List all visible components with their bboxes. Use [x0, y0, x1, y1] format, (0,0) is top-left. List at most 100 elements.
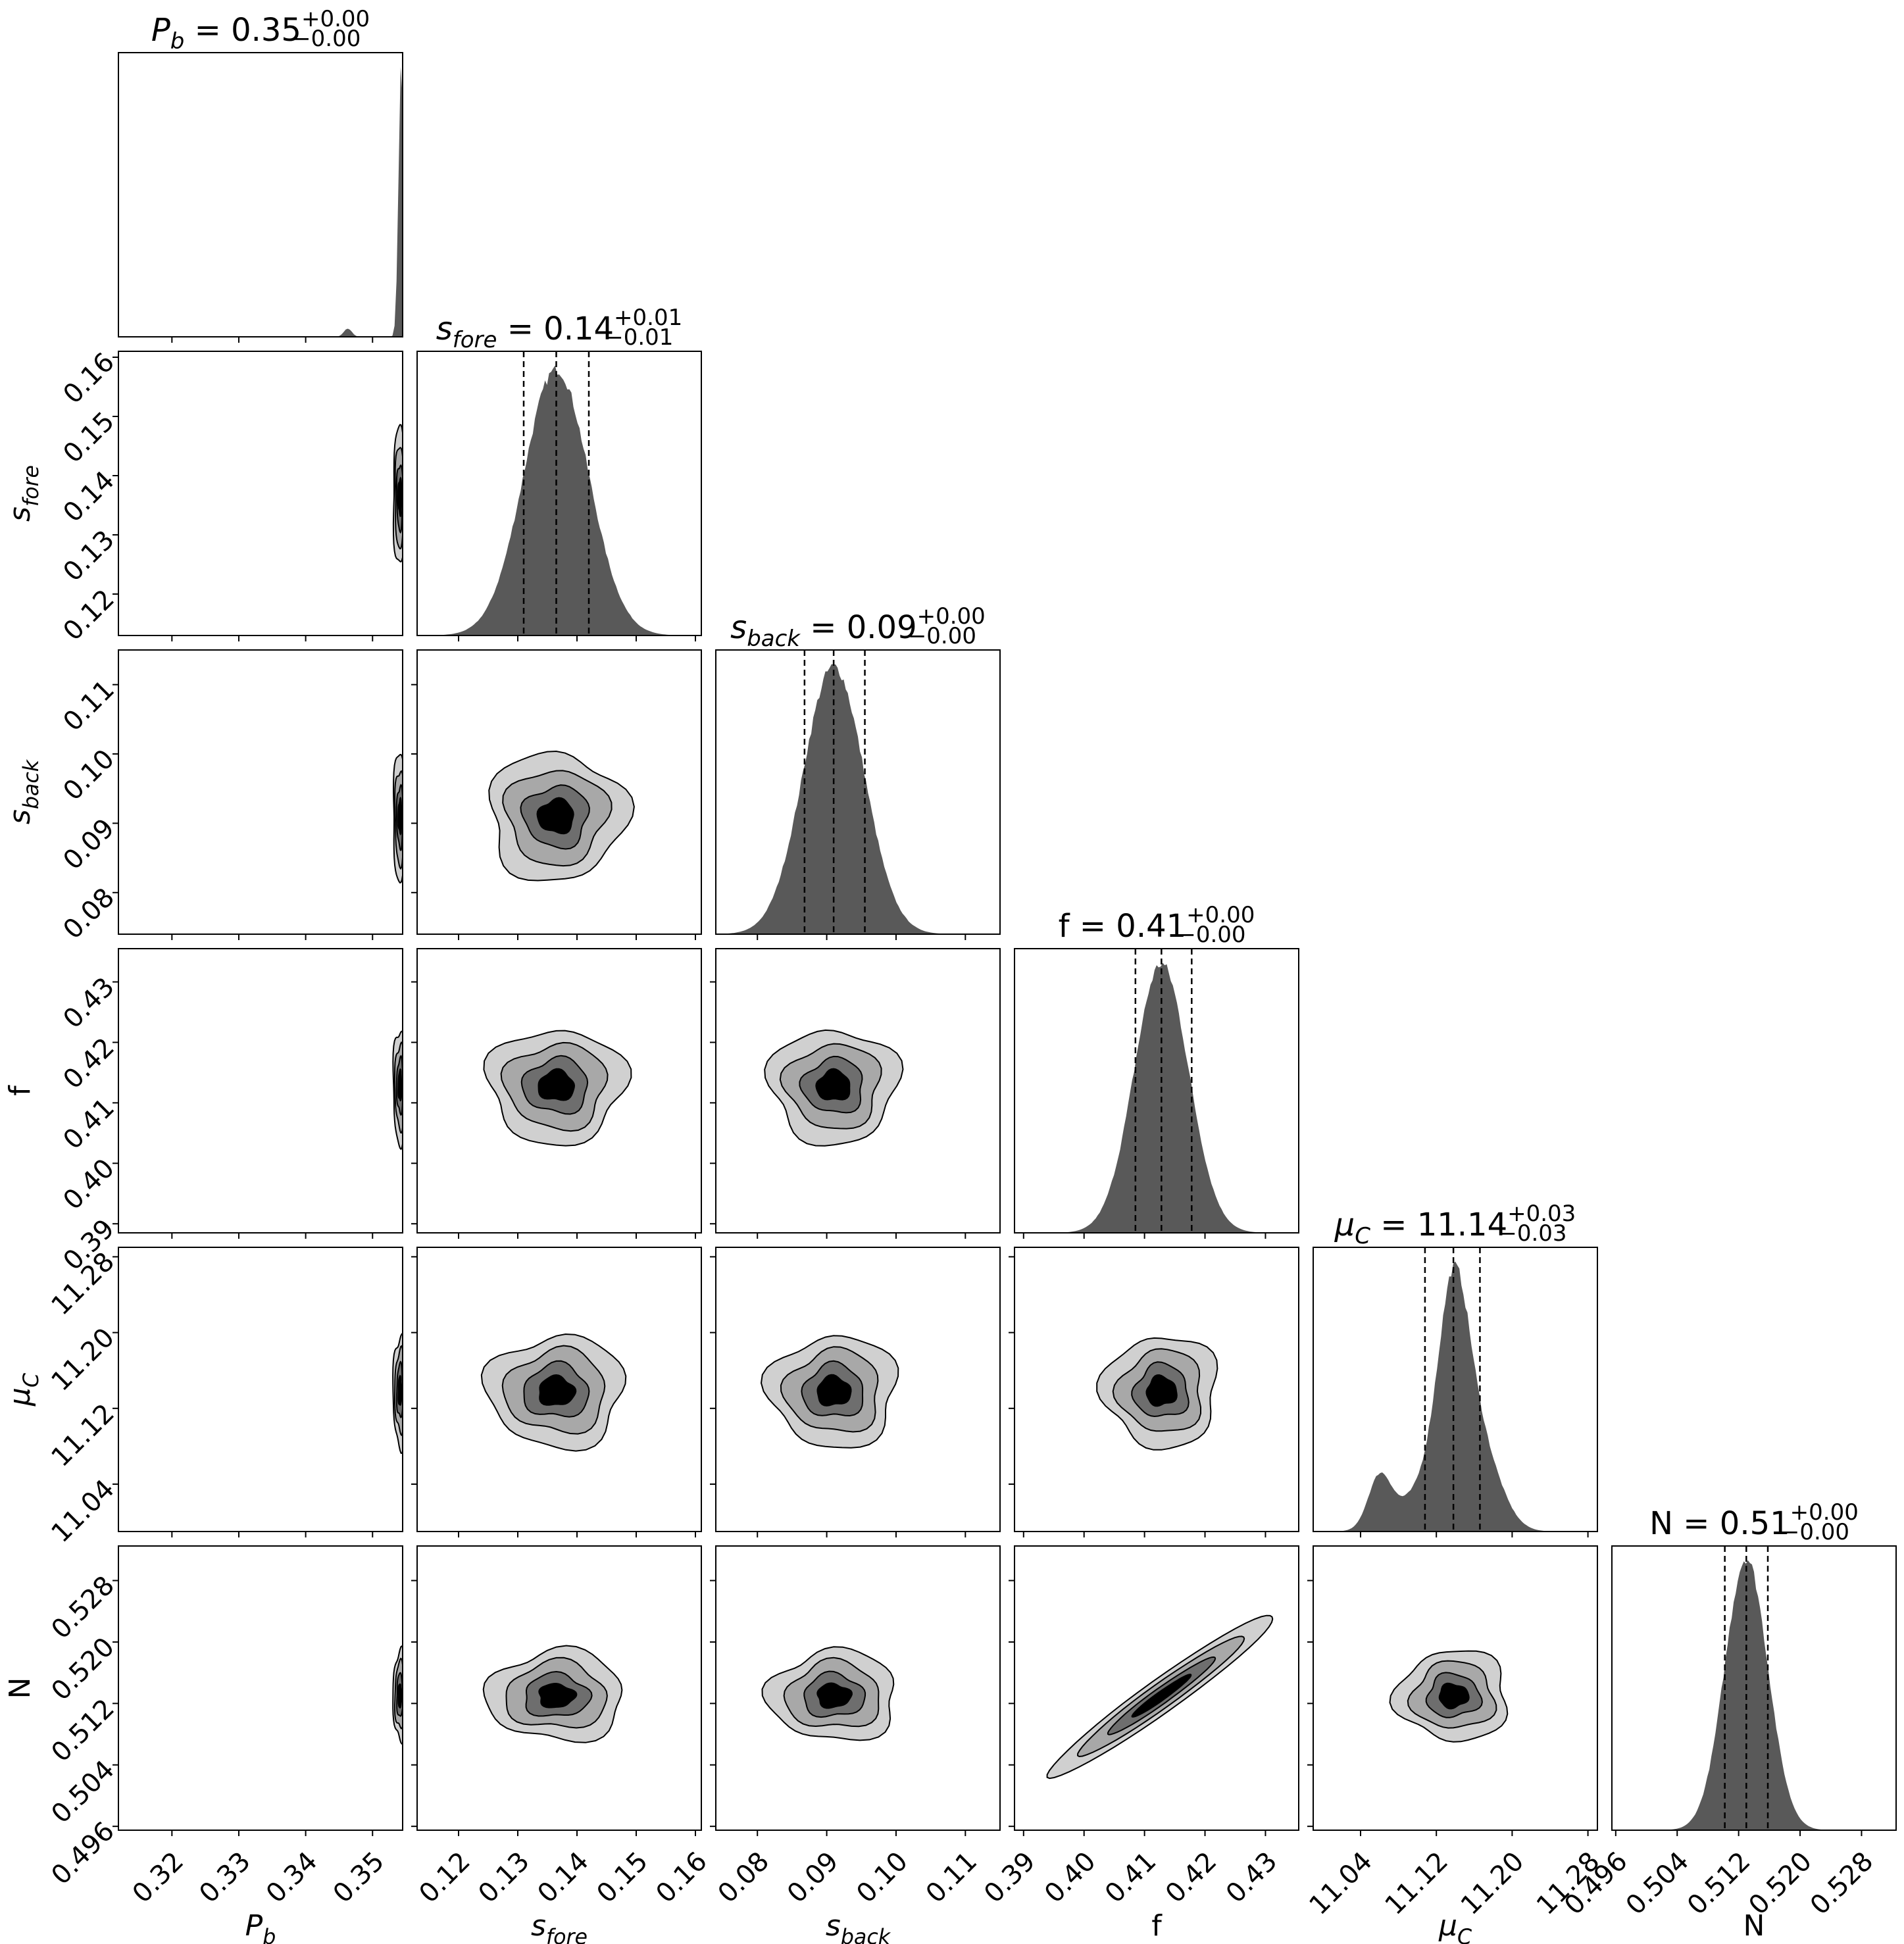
contour-level-3	[1131, 1674, 1192, 1718]
y-tick-label-N-2: 0.512	[45, 1693, 120, 1768]
contour-level-3	[397, 1068, 403, 1102]
panel-frame	[118, 649, 403, 935]
panel-sfore-sfore: sfore = 0.14+0.01 −0.01	[416, 305, 702, 641]
histogram-muC	[1313, 1261, 1597, 1532]
x-tick-label-Pb-0: 0.32	[127, 1846, 190, 1909]
panel-f-sback	[710, 948, 1001, 1239]
panel-muC-sfore	[411, 1247, 702, 1537]
y-tick-label-muC-0: 11.04	[45, 1474, 120, 1549]
title-muC: μC = 11.14+0.03 −0.03	[1334, 1201, 1576, 1249]
histogram-sfore	[417, 365, 701, 636]
x-tick-label-f-4: 0.43	[1220, 1846, 1284, 1909]
axis-label-sback-x: sback	[826, 1909, 891, 1944]
contour-level-3	[1145, 1374, 1178, 1407]
title-sfore: sfore = 0.14+0.01 −0.01	[436, 305, 683, 353]
contour-level-3	[397, 1375, 403, 1406]
y-tick-label-f-2: 0.41	[57, 1093, 120, 1156]
contour-level-3	[539, 1374, 577, 1406]
panel-N-N: N = 0.51+0.00 −0.000.4960.5040.5120.5200.…	[1559, 1499, 1897, 1943]
panel-frame	[1014, 1247, 1299, 1532]
panel-frame	[416, 649, 702, 935]
contour-level-3	[538, 1068, 576, 1101]
panel-muC-muC: μC = 11.14+0.03 −0.03	[1313, 1201, 1598, 1537]
x-tick-label-sfore-0: 0.12	[413, 1846, 476, 1909]
y-tick-label-muC-1: 11.12	[45, 1398, 120, 1473]
axis-label-muC-y: μC	[3, 1373, 43, 1407]
y-tick-label-f-4: 0.43	[57, 972, 120, 1035]
panel-frame	[715, 1247, 1001, 1532]
panel-sback-sfore	[411, 649, 702, 940]
contour-level-3	[815, 1068, 851, 1101]
x-tick-label-sfore-3: 0.15	[591, 1846, 654, 1909]
panel-frame	[118, 351, 403, 636]
y-tick-label-f-3: 0.42	[57, 1032, 120, 1095]
x-tick-label-sfore-1: 0.13	[472, 1846, 536, 1909]
panel-sfore-Pb: 0.120.130.140.150.16 sfore	[3, 347, 403, 647]
axis-label-f-y: f	[3, 1085, 37, 1096]
panel-f-Pb: 0.390.400.410.420.43f	[3, 948, 403, 1276]
x-tick-label-f-1: 0.40	[1039, 1846, 1102, 1909]
x-tick-label-N-1: 0.504	[1620, 1846, 1695, 1921]
panel-f-f: f = 0.41+0.00 −0.00	[1014, 902, 1299, 1239]
x-tick-label-sback-0: 0.08	[713, 1846, 776, 1909]
panel-sback-Pb: 0.080.090.100.11 sback	[3, 649, 403, 945]
x-tick-label-sfore-4: 0.16	[650, 1846, 713, 1909]
panel-frame	[1014, 948, 1299, 1234]
axis-label-N-x: N	[1743, 1909, 1765, 1943]
y-tick-label-muC-2: 11.20	[45, 1322, 120, 1397]
x-tick-label-Pb-1: 0.33	[193, 1846, 257, 1909]
axis-label-Pb-x: Pb	[245, 1909, 276, 1944]
axis-label-N-y: N	[3, 1678, 37, 1699]
y-tick-label-sfore-1: 0.13	[57, 524, 120, 587]
panel-frame	[715, 649, 1001, 935]
x-tick-label-f-2: 0.41	[1099, 1846, 1163, 1909]
panel-frame	[1014, 1545, 1299, 1831]
title-sback: sback = 0.09+0.00 −0.00	[730, 603, 986, 652]
x-tick-label-N-4: 0.528	[1805, 1846, 1880, 1921]
y-tick-label-sfore-3: 0.15	[57, 406, 120, 469]
panel-frame	[416, 1247, 702, 1532]
axis-label-muC-x: μC	[1438, 1909, 1472, 1944]
axis-label-sfore-y: sfore	[3, 465, 43, 522]
histogram-N	[1612, 1560, 1896, 1830]
y-tick-label-N-4: 0.528	[45, 1570, 120, 1645]
contour-level-3	[538, 1682, 578, 1708]
histogram-f	[1015, 962, 1299, 1233]
panel-frame	[1313, 1545, 1598, 1831]
y-tick-label-f-1: 0.40	[57, 1153, 120, 1216]
panel-frame	[118, 1247, 403, 1532]
contour-level-3	[536, 797, 574, 835]
title-N: N = 0.51+0.00 −0.00	[1649, 1499, 1859, 1545]
axis-label-sfore-x: sfore	[531, 1909, 588, 1944]
panel-frame	[1611, 1545, 1897, 1831]
panel-frame	[118, 1545, 403, 1831]
panel-muC-sback	[710, 1247, 1001, 1537]
y-tick-label-sfore-0: 0.12	[57, 584, 120, 647]
contour-level-3	[397, 797, 403, 836]
contour-level-3	[397, 476, 403, 518]
title-Pb: Pb = 0.35+0.00 −0.00	[151, 6, 370, 55]
panel-frame	[416, 351, 702, 636]
contour-level-3	[816, 1374, 852, 1407]
panel-frame	[118, 52, 403, 337]
panel-N-f: 0.390.400.410.420.43 f	[978, 1545, 1299, 1943]
x-tick-label-muC-0: 11.04	[1303, 1846, 1378, 1921]
axis-label-f-x: f	[1151, 1909, 1163, 1943]
histogram-Pb	[118, 66, 403, 337]
panel-frame	[118, 948, 403, 1234]
y-tick-label-sback-1: 0.09	[57, 813, 120, 876]
y-tick-label-N-3: 0.520	[45, 1632, 120, 1707]
x-tick-label-Pb-3: 0.35	[328, 1846, 391, 1909]
x-tick-label-muC-2: 11.20	[1455, 1846, 1530, 1921]
contour-level-3	[1438, 1682, 1470, 1710]
panel-frame	[416, 1545, 702, 1831]
panel-frame	[715, 948, 1001, 1234]
panel-frame	[715, 1545, 1001, 1831]
x-tick-label-sback-1: 0.09	[782, 1846, 845, 1909]
panel-frame	[1313, 1247, 1598, 1532]
y-tick-label-sback-3: 0.11	[57, 674, 120, 737]
axis-label-sback-y: sback	[3, 759, 43, 824]
